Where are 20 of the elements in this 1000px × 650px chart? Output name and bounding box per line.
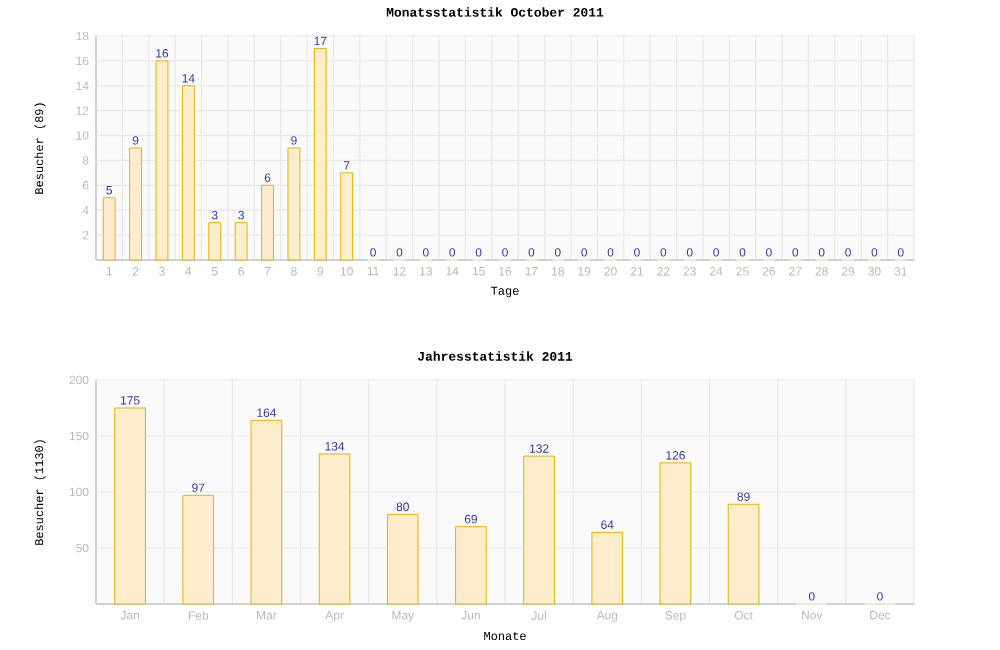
bar	[208, 222, 222, 261]
bar	[340, 172, 354, 261]
bar	[659, 462, 692, 605]
bar	[318, 453, 351, 605]
bar	[591, 531, 624, 605]
bar	[455, 526, 487, 605]
bar	[114, 407, 146, 605]
bar	[386, 513, 419, 605]
bar	[181, 85, 195, 261]
bar	[250, 419, 283, 605]
bar	[727, 503, 760, 605]
bar	[313, 47, 327, 261]
bar	[261, 184, 274, 261]
bar	[287, 147, 301, 261]
bar	[102, 197, 116, 261]
bar	[523, 455, 555, 605]
bar	[182, 494, 215, 605]
bar	[234, 222, 248, 261]
bar	[129, 147, 143, 261]
bar	[155, 60, 169, 261]
